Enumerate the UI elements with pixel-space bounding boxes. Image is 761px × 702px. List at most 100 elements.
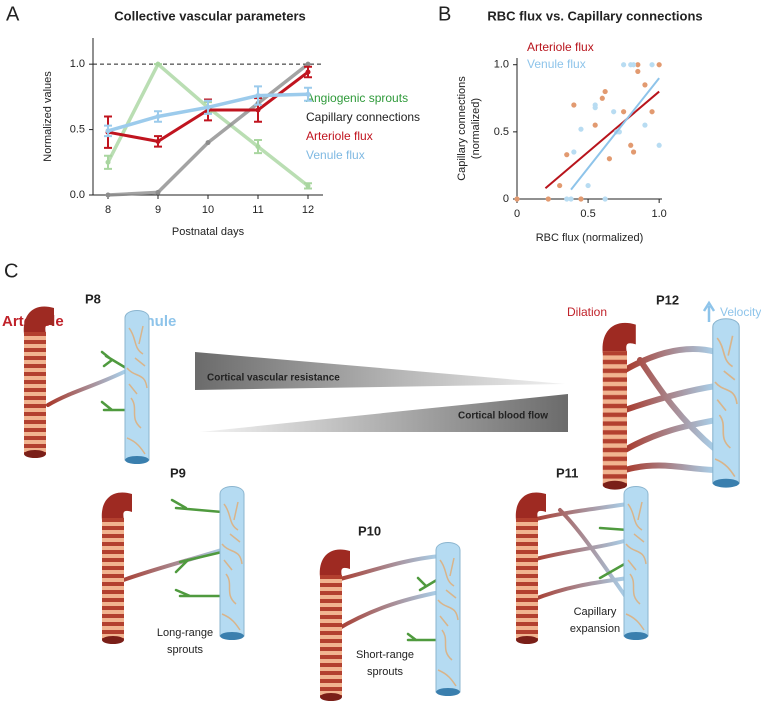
data-point	[621, 62, 627, 68]
flow-wedge	[200, 394, 568, 432]
sprout	[598, 526, 630, 580]
data-point	[602, 196, 608, 202]
y-tick-label: 0.5	[494, 126, 509, 138]
data-point	[602, 88, 608, 95]
gradient-label: Cortical blood flow	[458, 411, 548, 422]
y-tick-label: 1.0	[70, 58, 85, 70]
annotation: sprouts	[367, 666, 404, 678]
stage-label: P8	[85, 291, 101, 306]
chart-title: Collective vascular parameters	[114, 8, 306, 23]
data-point	[155, 189, 161, 195]
vessel	[116, 546, 230, 584]
sprout	[100, 350, 128, 412]
x-tick-label: 1.0	[652, 208, 667, 220]
data-point	[514, 196, 520, 202]
data-point	[305, 183, 311, 189]
annotation: Short-range	[356, 649, 414, 661]
y-axis-label: Capillary connections	[456, 76, 468, 181]
data-point	[599, 95, 605, 101]
data-point	[578, 126, 584, 132]
data-point	[635, 62, 641, 68]
data-point	[105, 128, 111, 134]
data-point	[305, 61, 311, 67]
annotation: expansion	[570, 623, 620, 635]
x-tick-label: 10	[202, 204, 214, 216]
velocity-arrow	[702, 300, 716, 322]
data-point	[305, 69, 311, 75]
panel-label: B	[438, 3, 451, 25]
data-point	[630, 149, 637, 155]
data-point	[571, 102, 577, 108]
fit-line	[570, 77, 660, 191]
legend-entry: Capillary connections	[306, 110, 420, 124]
series-line	[107, 62, 310, 197]
venule	[623, 485, 649, 641]
legend-entry: Angiogenic sprouts	[306, 91, 408, 105]
data-point	[564, 152, 570, 158]
data-point	[642, 82, 648, 88]
x-tick-label: 0	[514, 208, 520, 220]
data-point	[611, 109, 617, 115]
series-line	[106, 61, 310, 188]
sprout	[170, 498, 224, 598]
data-point	[656, 62, 662, 68]
data-point	[571, 149, 577, 155]
annotation: sprouts	[167, 644, 204, 656]
vessel	[334, 554, 442, 632]
data-point	[155, 138, 161, 144]
panel-label: A	[6, 3, 20, 25]
data-point	[155, 114, 161, 119]
data-point	[564, 196, 570, 202]
x-tick-label: 0.5	[580, 208, 595, 220]
data-point	[628, 142, 634, 148]
vessel	[622, 346, 719, 473]
data-point	[592, 122, 598, 128]
dilation-label: Dilation	[567, 305, 607, 319]
legend-entry: Arteriole flux	[527, 40, 594, 54]
data-point	[656, 142, 662, 148]
data-point	[255, 107, 261, 113]
data-point	[255, 144, 261, 150]
chart-title: RBC flux vs. Capillary connections	[487, 8, 702, 23]
y-tick-label: 1.0	[494, 59, 509, 71]
annotation: Capillary	[574, 606, 617, 618]
diagram: Cortical vascular resistance Cortical bl…	[2, 291, 761, 701]
data-point	[105, 159, 111, 165]
fit-line	[544, 90, 660, 190]
x-axis-label: Postnatal days	[172, 226, 245, 238]
y-axis-label: (normalized)	[470, 98, 482, 159]
data-point	[155, 61, 161, 67]
data-point	[568, 196, 574, 202]
legend-entry: Venule flux	[527, 57, 586, 71]
stage-label: P12	[656, 292, 679, 307]
data-point	[592, 102, 598, 108]
x-tick-label: 12	[302, 204, 314, 216]
legend-entry: Venule flux	[306, 148, 365, 162]
data-point	[606, 156, 613, 162]
x-tick-label: 8	[105, 204, 111, 216]
venule	[219, 485, 245, 641]
x-axis-label: RBC flux (normalized)	[536, 232, 644, 244]
y-tick-label: 0.0	[70, 189, 85, 201]
data-point	[255, 93, 261, 99]
stage-label: P10	[358, 523, 381, 538]
panel-label: C	[4, 260, 18, 282]
data-point	[545, 196, 551, 202]
data-point	[649, 109, 655, 115]
data-point	[557, 182, 563, 189]
data-point	[630, 62, 637, 68]
arteriole	[515, 492, 546, 644]
data-point	[585, 182, 591, 189]
data-point	[305, 91, 311, 97]
data-point	[621, 109, 627, 115]
data-point	[105, 192, 111, 198]
resistance-wedge	[195, 352, 565, 390]
gradient-label: Cortical vascular resistance	[207, 373, 340, 384]
y-tick-label: 0.5	[70, 123, 85, 135]
sprout	[406, 576, 442, 642]
stage-label: P9	[170, 465, 186, 480]
velocity-label: Velocity	[720, 305, 761, 319]
data-point	[205, 140, 211, 146]
data-point	[578, 196, 584, 202]
x-tick-label: 11	[252, 204, 263, 216]
